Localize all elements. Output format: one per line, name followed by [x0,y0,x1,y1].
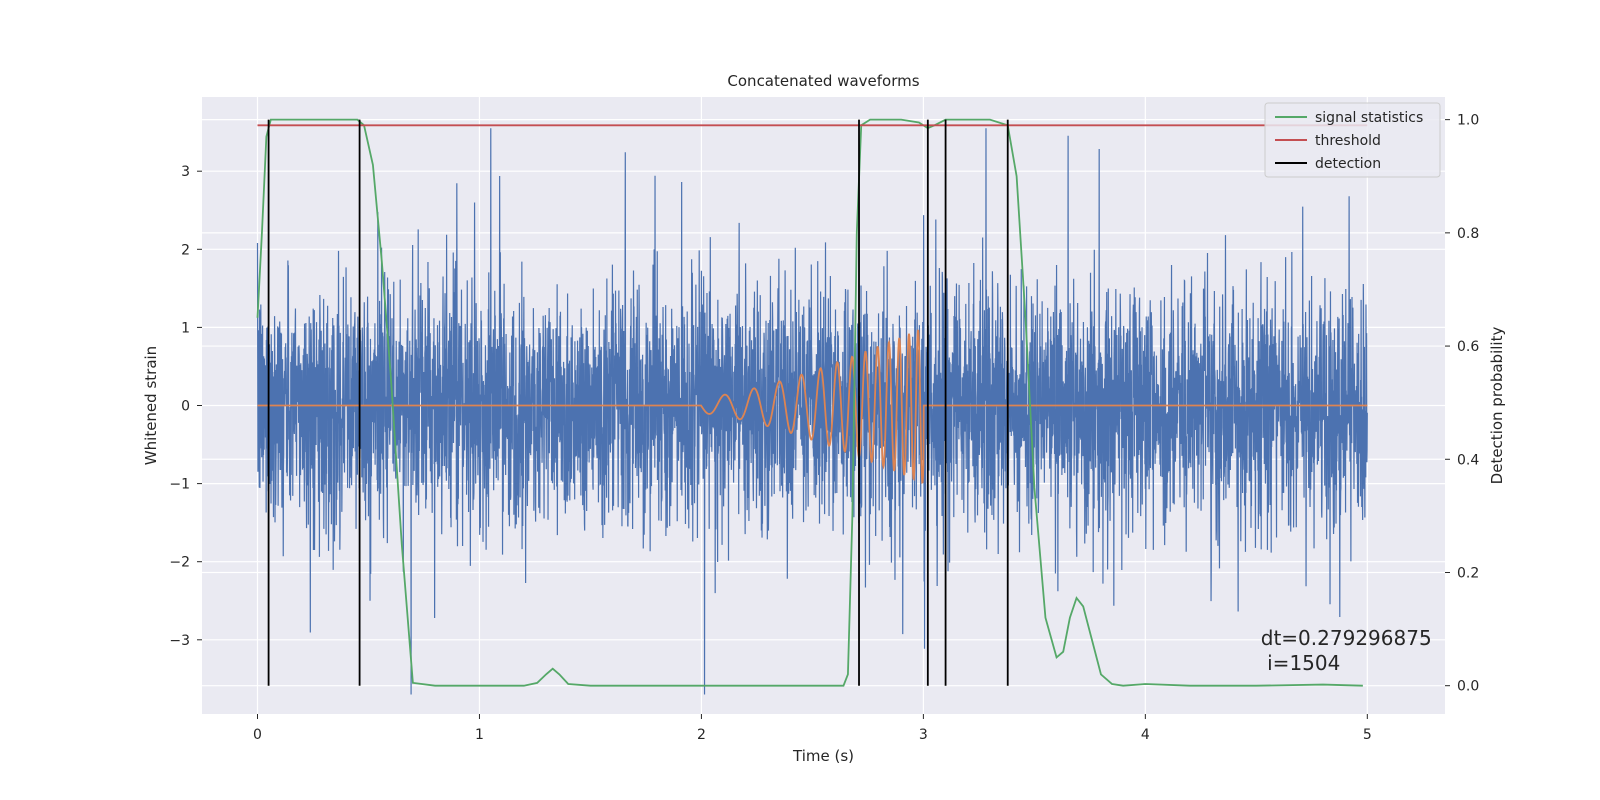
legend-label-threshold: threshold [1315,133,1381,149]
annotation: dt=0.279296875 i=1504 [1261,626,1432,675]
chart-title: Concatenated waveforms [727,72,919,90]
y-axis-left: −3 −2 −1 0 1 2 3 [169,164,202,649]
legend-box [1264,102,1441,178]
plot-area [202,97,1445,714]
legend-label-signal_statistics: signal statistics [1315,110,1423,126]
signal-statistics-series [256,118,1363,687]
legend-label-detection: detection [1315,156,1381,172]
y-tick-label: −2 [169,555,190,571]
y-right-tick-label: 1.0 [1457,113,1479,129]
y-right-tick-label: 0.4 [1457,452,1479,468]
y-tick-label: 0 [181,399,190,415]
x-tick-label: 3 [919,727,928,743]
x-tick-label: 5 [1363,727,1372,743]
y-tick-label: −1 [169,477,190,493]
x-tick-label: 2 [697,727,706,743]
y-tick-label: 2 [181,242,190,258]
legend: signal statistics threshold detection [1264,102,1441,178]
y-tick-label: 1 [181,320,190,336]
annotation-dt: dt=0.279296875 [1261,626,1432,650]
series-layer [256,118,1368,695]
y-right-tick-label: 0.8 [1457,226,1479,242]
x-axis-label: Time (s) [792,747,854,765]
x-tick-label: 1 [475,727,484,743]
y-axis-right: 0.0 0.2 0.4 0.6 0.8 1.0 [1445,113,1479,695]
y-axis-label: Whitened strain [142,346,160,465]
x-axis: 0 1 2 3 4 5 [253,714,1372,743]
y-tick-label: −3 [169,633,190,649]
y-axis-right-label: Detection probability [1488,327,1506,485]
x-tick-label: 0 [253,727,262,743]
y-right-tick-label: 0.2 [1457,565,1479,581]
y-right-tick-label: 0.6 [1457,339,1479,355]
x-tick-label: 4 [1141,727,1150,743]
y-tick-label: 3 [181,164,190,180]
y-right-tick-label: 0.0 [1457,679,1479,695]
waveform-series [257,329,1368,485]
annotation-index: i=1504 [1261,651,1341,675]
